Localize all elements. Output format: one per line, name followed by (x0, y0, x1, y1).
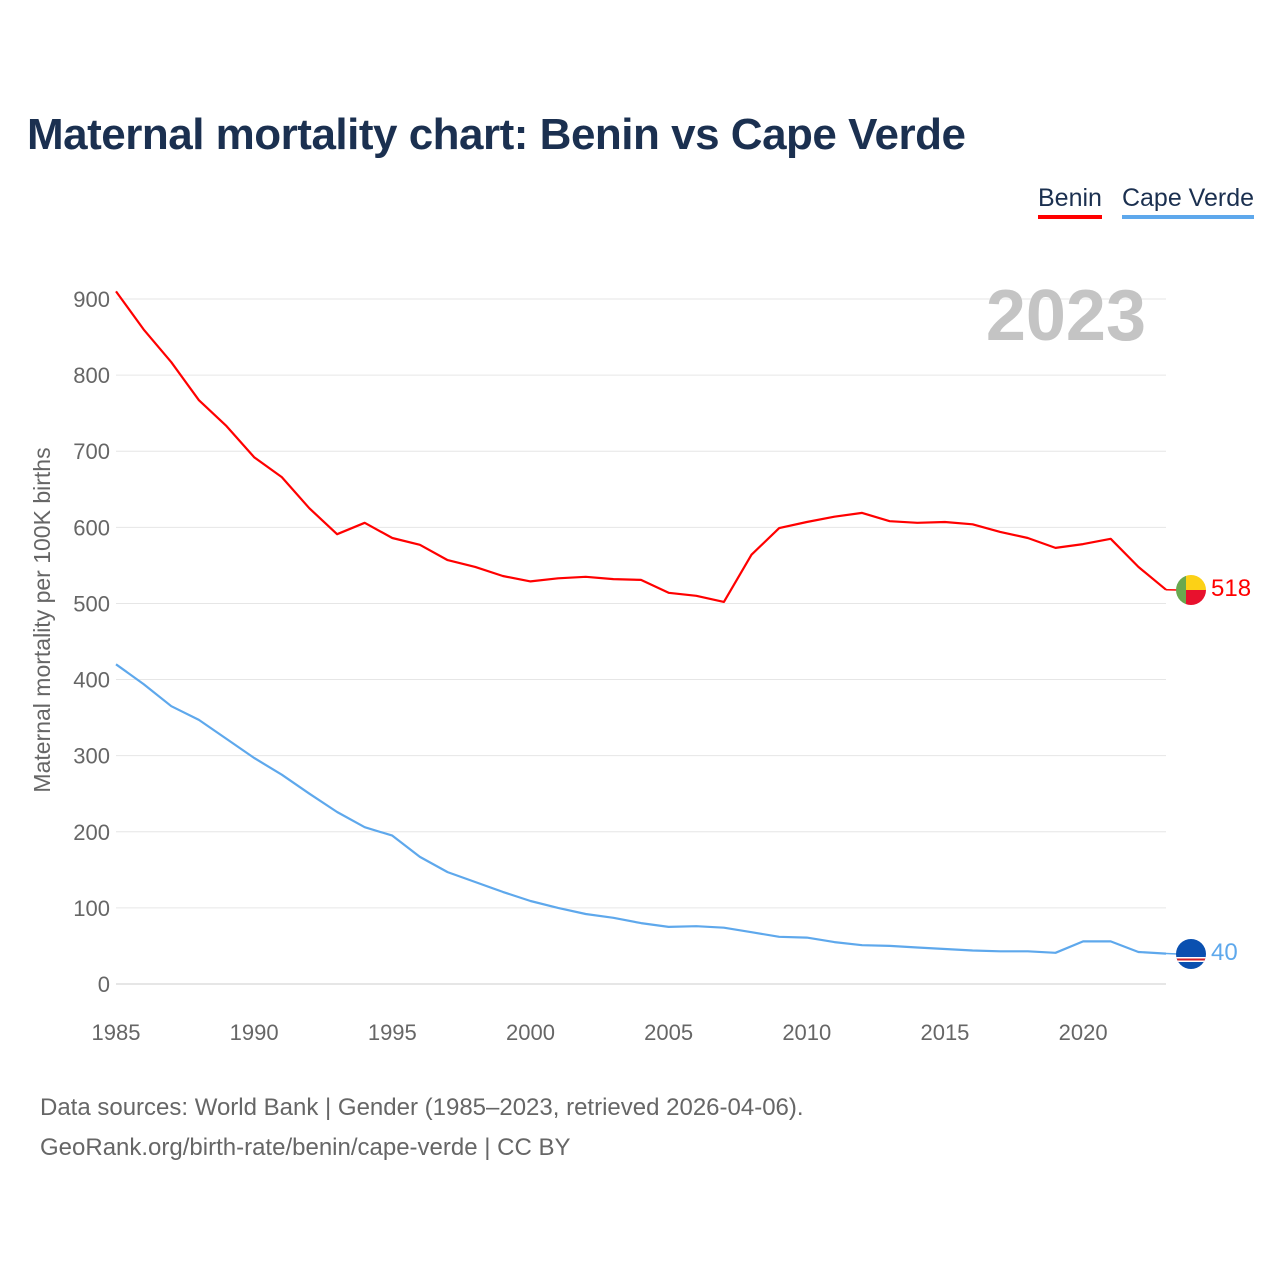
y-tick-label: 500 (73, 591, 110, 616)
x-tick-label: 2020 (1059, 1020, 1108, 1045)
y-tick-label: 700 (73, 439, 110, 464)
cape-verde-flag-icon (1176, 939, 1206, 969)
x-tick-label: 2010 (782, 1020, 831, 1045)
x-tick-label: 2000 (506, 1020, 555, 1045)
x-tick-label: 1985 (92, 1020, 141, 1045)
y-tick-label: 400 (73, 668, 110, 693)
x-tick-label: 2005 (644, 1020, 693, 1045)
legend: Benin Cape Verde (1038, 184, 1254, 219)
benin-end-label: 518 (1211, 575, 1251, 602)
y-tick-label: 100 (73, 896, 110, 921)
x-tick-label: 2015 (920, 1020, 969, 1045)
y-tick-label: 200 (73, 820, 110, 845)
x-tick-label: 1990 (230, 1020, 279, 1045)
x-tick-label: 1995 (368, 1020, 417, 1045)
source-text: Data sources: World Bank | Gender (1985–… (40, 1094, 804, 1121)
legend-benin[interactable]: Benin (1038, 184, 1102, 219)
attribution-text: GeoRank.org/birth-rate/benin/cape-verde … (40, 1134, 571, 1161)
y-axis-label: Maternal mortality per 100K births (29, 447, 55, 792)
year-watermark: 2023 (986, 276, 1146, 356)
series-line-cape-verde (115, 663, 1167, 955)
y-tick-label: 800 (73, 363, 110, 388)
cape-verde-end-label: 40 (1211, 939, 1238, 966)
series-line-benin (115, 290, 1167, 604)
y-tick-label: 300 (73, 744, 110, 769)
y-tick-label: 600 (73, 515, 110, 540)
y-tick-label: 0 (98, 972, 110, 997)
footer: Data sources: World Bank | Gender (1985–… (40, 1088, 804, 1168)
legend-cape-verde[interactable]: Cape Verde (1121, 184, 1254, 219)
benin-flag-icon (1176, 575, 1206, 605)
chart-title: Maternal mortality chart: Benin vs Cape … (27, 110, 966, 159)
y-tick-label: 900 (73, 287, 110, 312)
